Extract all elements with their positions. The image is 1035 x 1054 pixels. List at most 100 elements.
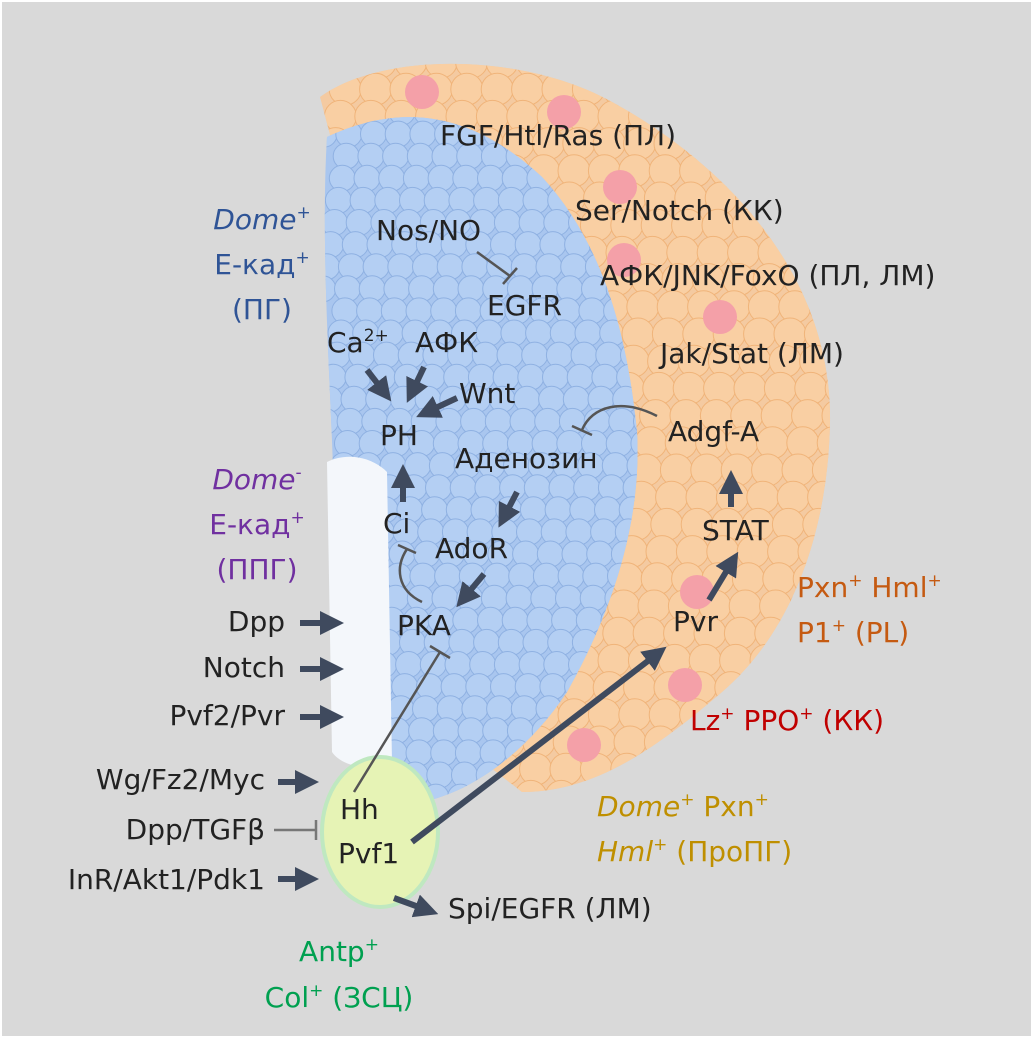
- node-pvf1: Pvf1: [338, 837, 400, 870]
- cell: [824, 371, 831, 405]
- input-dpp-tgf: Dpp/TGFβ: [125, 813, 265, 846]
- cell: [324, 407, 339, 435]
- cell: [535, 253, 563, 281]
- cell: [760, 399, 794, 433]
- cell: [501, 164, 529, 192]
- input-inr: InR/Akt1/Pdk1: [67, 863, 265, 896]
- cell: [543, 209, 571, 236]
- sup: -: [295, 463, 302, 483]
- cell: [775, 127, 809, 161]
- cell: [328, 72, 362, 106]
- cell: [565, 518, 593, 546]
- cell: [792, 208, 826, 242]
- node-adenosine: Аденозин: [455, 442, 598, 475]
- cell: [802, 507, 831, 541]
- sup: +: [295, 248, 310, 268]
- cell: [387, 253, 415, 281]
- cell: [490, 673, 517, 701]
- cell: [436, 253, 464, 281]
- cell: [578, 297, 606, 325]
- cell: [412, 695, 439, 723]
- cell: [632, 616, 666, 650]
- cell: [819, 63, 831, 79]
- cell: [775, 671, 809, 705]
- cell: [747, 290, 781, 324]
- cell: [525, 319, 553, 347]
- cell: [810, 99, 831, 133]
- cell: [759, 63, 793, 79]
- cell: [522, 186, 550, 214]
- cell: [605, 430, 633, 457]
- cell: [345, 209, 373, 236]
- cell: [786, 426, 820, 460]
- label-crystal-cells: Lz+ PPO+ (КК): [690, 704, 884, 735]
- cell: [406, 584, 434, 612]
- cell: [363, 63, 397, 79]
- cell: [618, 698, 652, 732]
- cell: [586, 540, 614, 568]
- cell: [421, 496, 449, 524]
- cell: [823, 208, 831, 242]
- cell: [597, 474, 625, 502]
- cell: [426, 761, 454, 789]
- cell: [514, 779, 548, 792]
- cell: [560, 253, 588, 281]
- marker-antp: Antp: [299, 935, 365, 968]
- node-ador: AdoR: [435, 532, 509, 565]
- cell: [382, 142, 410, 170]
- cell: [650, 507, 684, 541]
- cell: [723, 616, 757, 650]
- cell: [452, 606, 480, 634]
- cell: [530, 584, 558, 612]
- cell: [497, 186, 525, 214]
- cell: [332, 142, 360, 170]
- input-notch: Notch: [202, 651, 285, 684]
- cell: [539, 231, 567, 259]
- cell: [519, 496, 547, 524]
- cell: [480, 584, 508, 612]
- zone-name: (ПроПГ): [676, 835, 793, 868]
- cell: [388, 540, 416, 568]
- cell: [451, 761, 478, 789]
- cell: [440, 673, 468, 701]
- cell: [570, 341, 598, 369]
- cell: [549, 319, 577, 347]
- cell: [405, 297, 433, 325]
- cell: [474, 474, 502, 502]
- cell: [770, 154, 804, 188]
- label-plasmatocytes: Pxn+ Hml+ P1+ (PL): [797, 565, 942, 655]
- zone-name: (ПГ): [232, 293, 292, 326]
- cell: [602, 72, 636, 106]
- input-pvf2-pvr: Pvf2/Pvr: [169, 699, 285, 732]
- cell: [701, 752, 735, 786]
- cell: [526, 606, 554, 634]
- cell: [500, 319, 528, 347]
- cell: [544, 496, 572, 524]
- cell: [493, 209, 521, 236]
- sup: +: [720, 704, 735, 724]
- cell: [808, 290, 831, 324]
- cell: [365, 385, 393, 413]
- cell: [545, 341, 573, 369]
- cell: [469, 651, 497, 678]
- cell: [445, 496, 473, 524]
- pph-zone: [327, 456, 392, 768]
- cell: [805, 127, 831, 161]
- cell: [637, 589, 671, 623]
- cell: [374, 186, 402, 214]
- zone-name: (PL): [854, 616, 910, 649]
- cell: [754, 72, 788, 106]
- cell: [473, 186, 501, 214]
- cell: [797, 535, 831, 569]
- cell: [394, 63, 428, 79]
- cell: [412, 253, 439, 281]
- cell: [632, 72, 666, 106]
- sup: +: [364, 935, 379, 955]
- sup: +: [309, 981, 324, 1001]
- cell: [523, 474, 551, 502]
- cell: [816, 426, 831, 460]
- cell: [746, 480, 780, 514]
- cell: [546, 63, 580, 79]
- cell: [485, 63, 519, 79]
- cell: [514, 673, 542, 701]
